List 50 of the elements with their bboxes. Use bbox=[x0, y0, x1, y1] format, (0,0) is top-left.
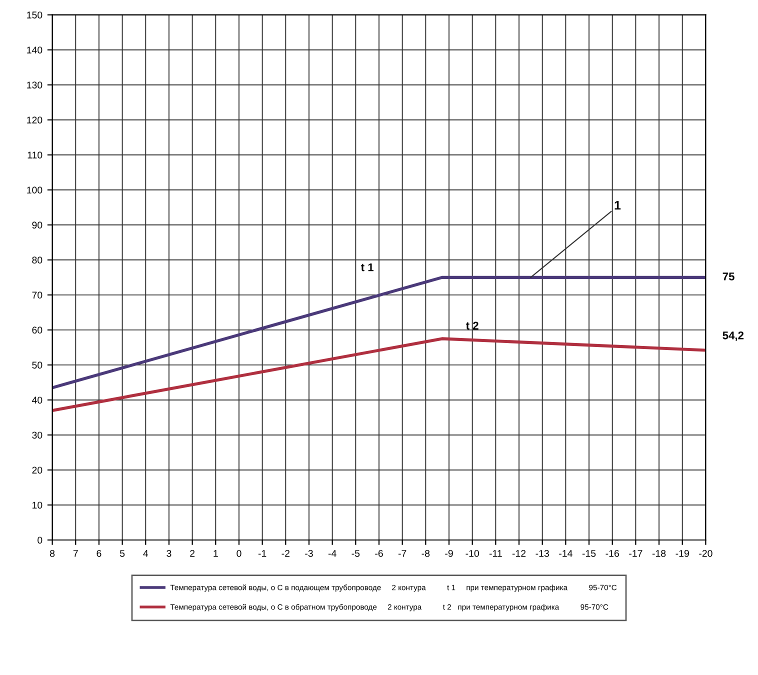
y-tick-label: 140 bbox=[27, 46, 42, 54]
x-tick-label: 1 bbox=[214, 550, 218, 557]
y-tick-label: 40 bbox=[32, 396, 42, 404]
y-tick-label: 110 bbox=[28, 152, 42, 159]
x-tick-label: -10 bbox=[466, 550, 479, 557]
x-tick-label: -2 bbox=[282, 550, 290, 557]
x-tick-label: 5 bbox=[120, 550, 125, 557]
x-tick-label: -4 bbox=[328, 550, 336, 557]
x-tick-label: 4 bbox=[143, 550, 148, 557]
annotation: 1 bbox=[614, 200, 621, 210]
y-tick-label: 60 bbox=[32, 326, 42, 334]
x-tick-label: -14 bbox=[559, 550, 572, 557]
y-tick-label: 150 bbox=[27, 12, 42, 18]
y-tick-label: 130 bbox=[27, 82, 42, 88]
y-tick-label: 90 bbox=[32, 222, 42, 229]
x-tick-label: -12 bbox=[512, 550, 526, 557]
y-tick-label: 80 bbox=[32, 256, 42, 264]
annotation: 75 bbox=[722, 272, 734, 280]
annotation: 54,2 bbox=[722, 331, 744, 341]
x-tick-label: -16 bbox=[606, 550, 619, 557]
annotation: t 2 bbox=[466, 322, 478, 330]
x-tick-label: -3 bbox=[305, 550, 313, 557]
x-tick-label: 7 bbox=[73, 550, 78, 557]
x-tick-label: -7 bbox=[398, 550, 406, 557]
x-tick-label: -1 bbox=[258, 550, 266, 557]
x-tick-label: -17 bbox=[629, 550, 642, 557]
x-tick-label: -6 bbox=[375, 550, 383, 557]
y-tick-label: 50 bbox=[32, 362, 42, 369]
x-tick-label: -8 bbox=[422, 550, 430, 557]
x-tick-label: -19 bbox=[676, 550, 689, 557]
x-tick-label: -13 bbox=[536, 550, 549, 557]
annotation: t 1 bbox=[360, 263, 374, 272]
x-tick-label: -9 bbox=[445, 550, 453, 557]
y-tick-label: 120 bbox=[27, 116, 42, 124]
x-tick-label: 3 bbox=[166, 550, 172, 557]
y-tick-label: 70 bbox=[32, 292, 42, 299]
x-tick-label: 6 bbox=[96, 550, 102, 557]
x-tick-label: -15 bbox=[582, 550, 596, 557]
y-tick-label: 10 bbox=[32, 502, 42, 509]
x-tick-label: -5 bbox=[352, 550, 360, 557]
y-tick-label: 30 bbox=[32, 432, 42, 439]
x-tick-label: -11 bbox=[489, 550, 502, 557]
y-tick-label: 20 bbox=[32, 466, 42, 474]
x-tick-label: 2 bbox=[190, 550, 195, 557]
x-tick-label: -20 bbox=[699, 550, 712, 557]
x-tick-label: -18 bbox=[652, 550, 666, 557]
x-tick-label: 0 bbox=[236, 550, 242, 557]
y-tick-label: 0 bbox=[38, 536, 42, 544]
y-tick-label: 100 bbox=[27, 186, 42, 194]
x-tick-label: 8 bbox=[50, 550, 55, 557]
